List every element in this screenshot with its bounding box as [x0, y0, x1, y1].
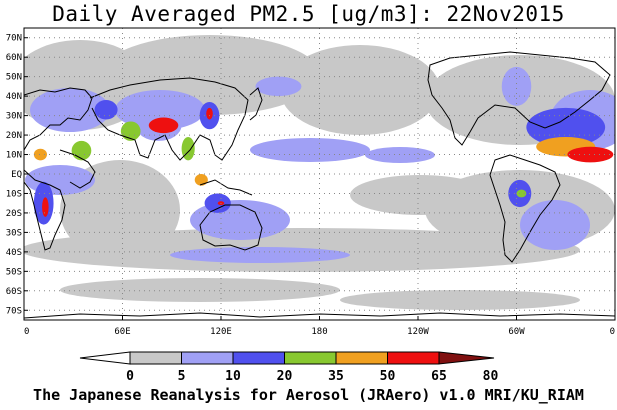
colorbar-label: 5 [178, 369, 186, 384]
lat-tick-label: EQ [11, 170, 22, 180]
colorbar-label: 50 [380, 369, 396, 384]
lat-tick-label: 60N [6, 53, 22, 63]
colorbar-label: 80 [483, 369, 499, 384]
lat-lon-grid [24, 28, 615, 320]
colorbar-segment [232, 351, 285, 365]
colorbar-arrow-high [438, 351, 495, 365]
colorbar-segment [181, 351, 234, 365]
lon-tick-label: 0 [24, 327, 29, 337]
lat-tick-label: 50S [6, 267, 22, 277]
longitude-ticks: 0 60E 120E 180 120W 60W 0 [23, 316, 616, 337]
lon-tick-label: 0 [610, 327, 615, 337]
lat-tick-label: 60S [6, 287, 22, 297]
colorbar-segment [387, 351, 440, 365]
pm25-plume [42, 197, 49, 217]
colorbar-label: 35 [328, 369, 344, 384]
pm25-plume [255, 76, 302, 97]
lat-tick-label: 40S [6, 248, 22, 258]
lon-tick-label: 60E [114, 327, 130, 337]
pm25-plume [148, 117, 179, 134]
pm25-plume [94, 100, 118, 120]
lat-tick-label: 10S [6, 189, 22, 199]
pm25-plume [204, 193, 231, 213]
lat-tick-label: 70S [6, 306, 22, 316]
colorbar-label: 0 [126, 369, 134, 384]
pm25-plumes [33, 66, 614, 225]
pm25-plume [120, 121, 141, 141]
colorbar-segment [129, 351, 182, 365]
lon-tick-label: 180 [311, 327, 327, 337]
colorbar-label: 65 [431, 369, 447, 384]
lat-tick-label: 20N [6, 131, 22, 141]
pm25-plume [526, 107, 606, 147]
colorbar-arrow-low [79, 351, 131, 365]
lat-tick-label: 40N [6, 92, 22, 102]
colorbar-label: 10 [225, 369, 241, 384]
pm25-plume [206, 107, 213, 120]
lon-tick-label: 60W [508, 327, 525, 337]
pm25-plume [567, 146, 614, 163]
colorbar-segment [284, 351, 337, 365]
lat-tick-label: 30N [6, 112, 22, 122]
credit-line: The Japanese Reanalysis for Aerosol (JRA… [33, 386, 584, 404]
lat-tick-label: 50N [6, 73, 22, 83]
lon-tick-label: 120W [407, 327, 429, 337]
latitude-ticks: 70N 60N 50N 40N 30N 20N 10N EQ 10S 20S 30S 40S 50S 60… [6, 34, 28, 316]
lon-tick-label: 120E [210, 327, 232, 337]
colorbar-label: 20 [277, 369, 293, 384]
lat-tick-label: 30S [6, 228, 22, 238]
pm25-plume [516, 189, 527, 198]
lat-tick-label: 10N [6, 151, 22, 161]
colorbar-segment [335, 351, 388, 365]
page-title: Daily Averaged PM2.5 [ug/m3]: 22Nov2015 [52, 2, 565, 26]
pm25-plume [33, 148, 47, 161]
pm25-plume [194, 174, 208, 186]
lat-tick-label: 20S [6, 209, 22, 219]
lat-tick-label: 70N [6, 34, 22, 44]
